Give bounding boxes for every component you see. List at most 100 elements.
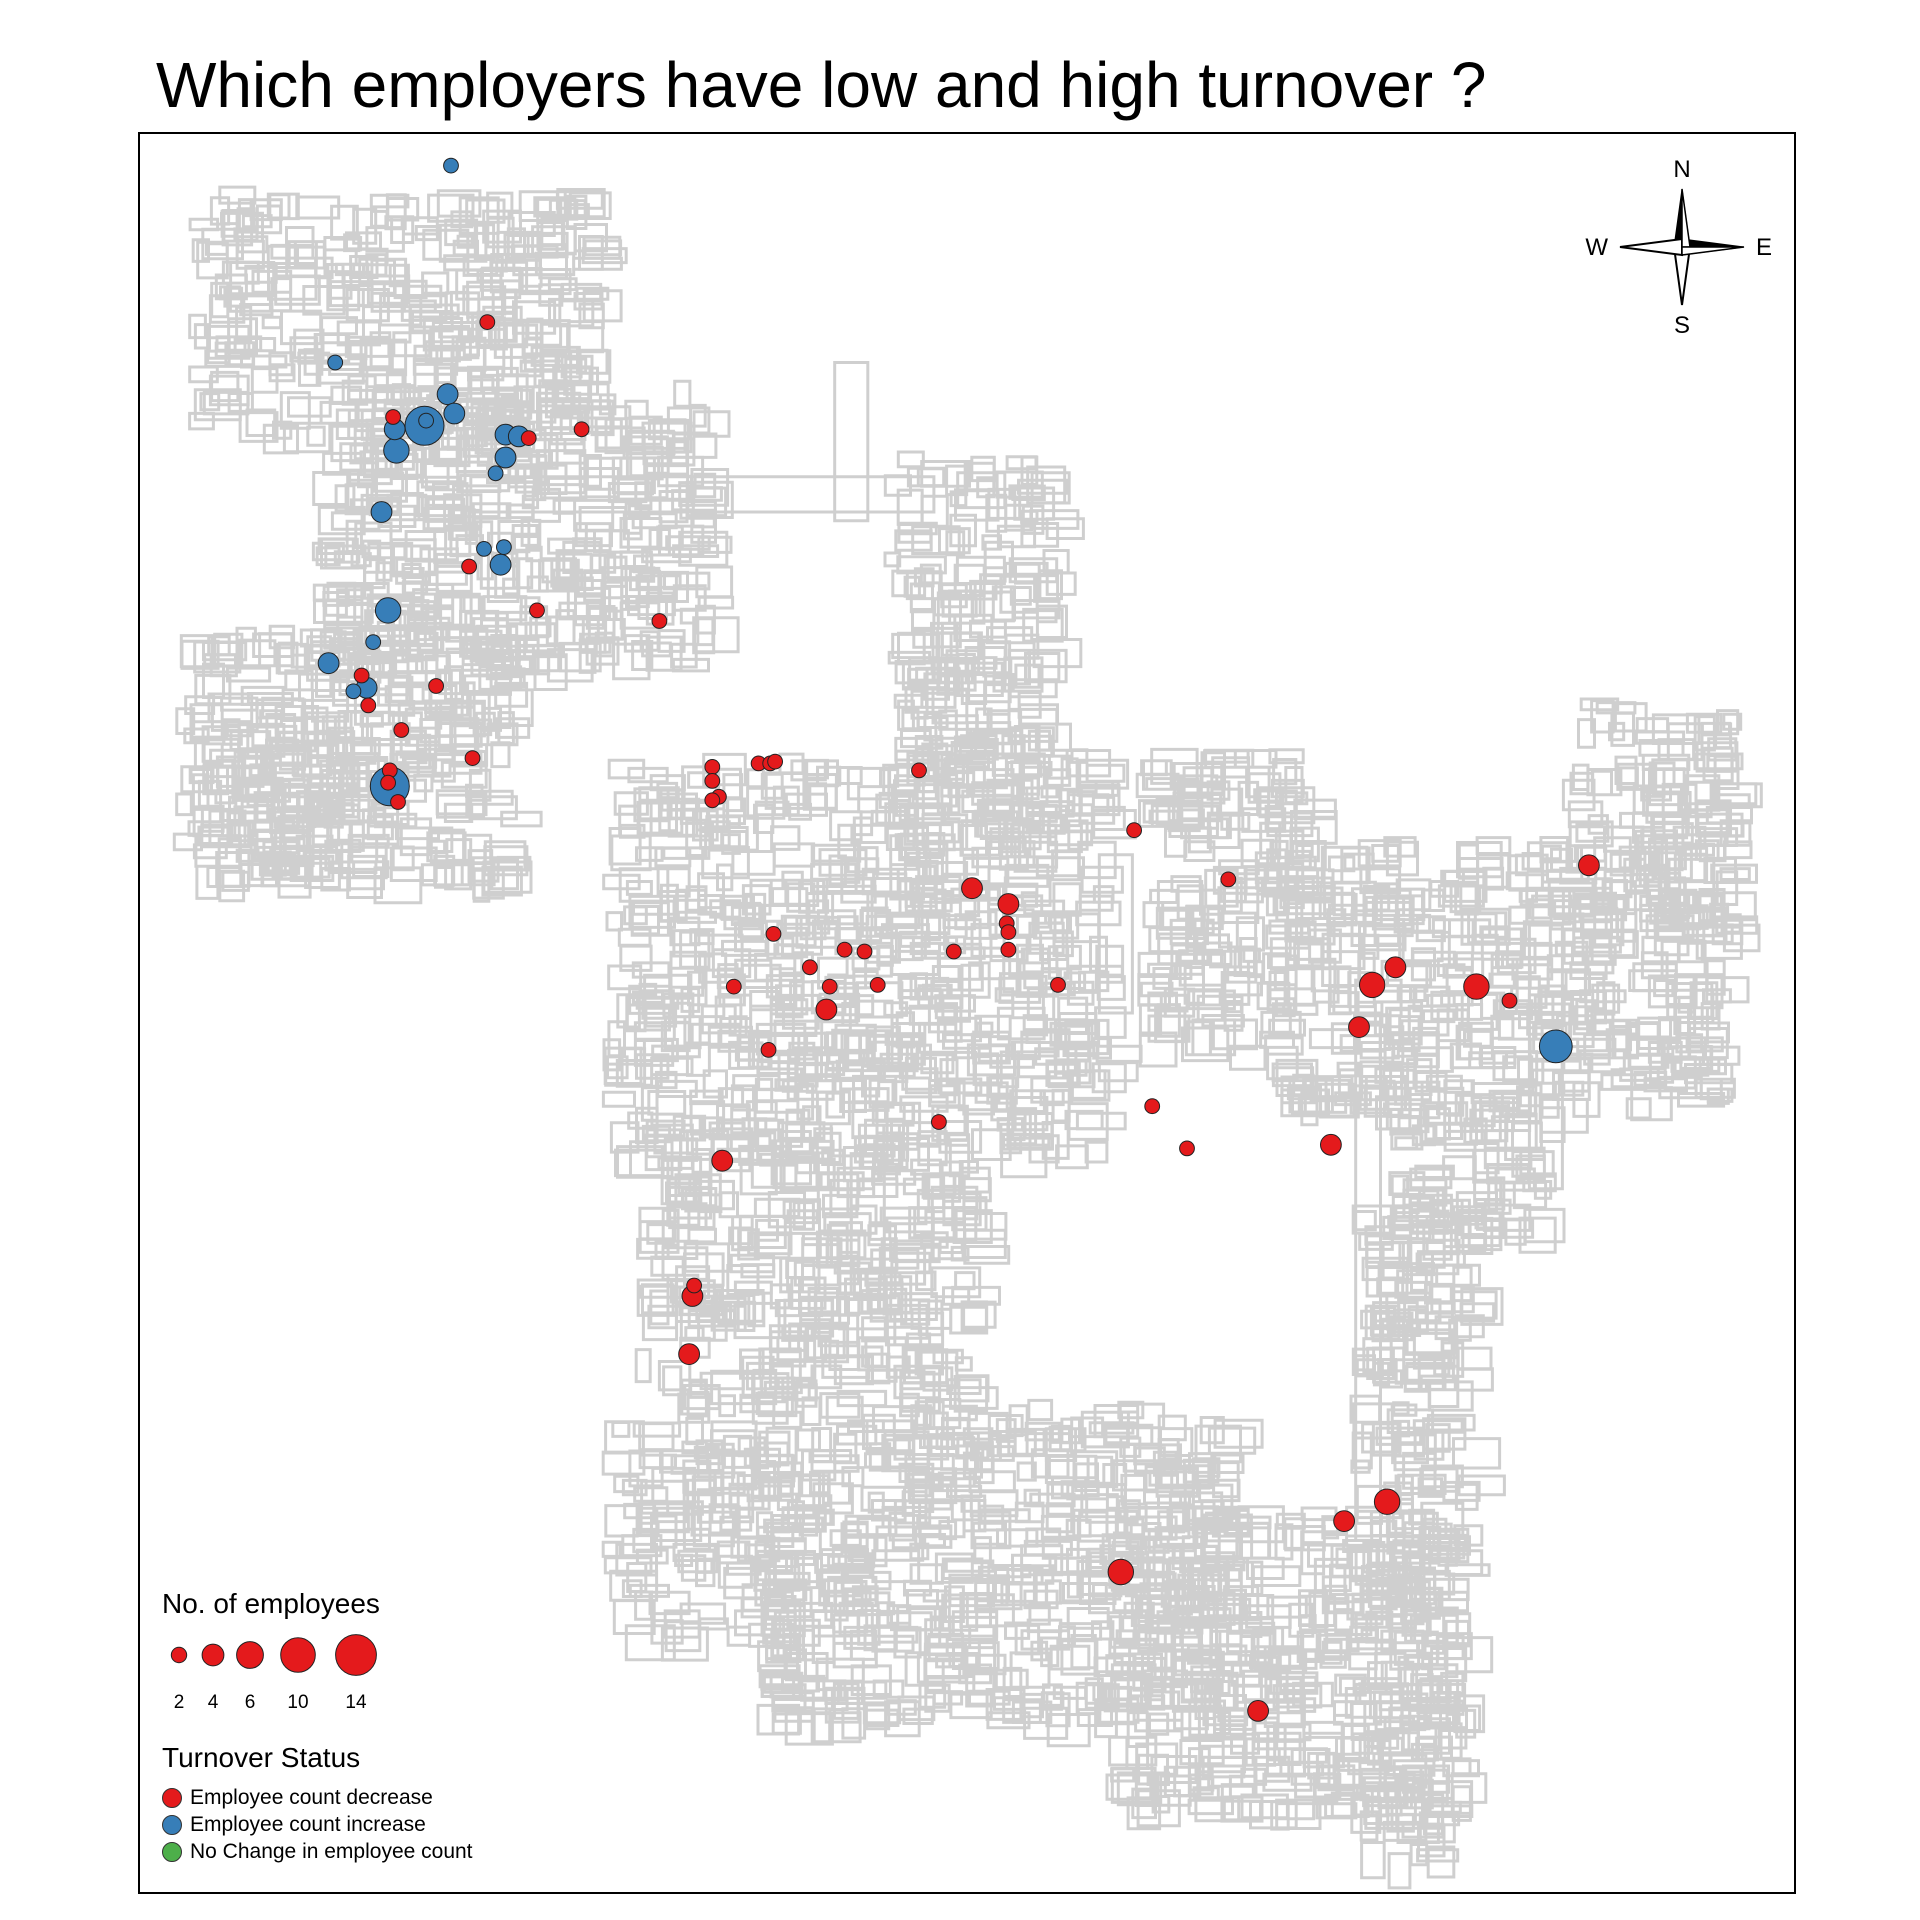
status-legend-title: Turnover Status <box>162 1742 361 1773</box>
employer-point-decrease <box>360 697 377 714</box>
employer-point-decrease <box>815 998 838 1021</box>
status-legend-increase: Employee count increase <box>162 1812 426 1838</box>
employer-point-decrease <box>945 943 962 960</box>
size-legend-label-14: 14 <box>345 1692 367 1713</box>
size-legend-circle-6 <box>236 1641 264 1669</box>
employer-point-decrease <box>1320 1133 1342 1156</box>
status-decrease-swatch <box>162 1788 182 1808</box>
employer-point-decrease <box>686 1277 702 1294</box>
employer-point-increase <box>418 412 435 429</box>
employer-point-increase <box>436 383 459 406</box>
road-network <box>172 185 1763 1890</box>
compass-ne-half <box>1681 188 1691 248</box>
employer-point-decrease <box>1384 956 1407 979</box>
employer-point-decrease <box>704 792 721 809</box>
employer-point-increase <box>487 465 504 482</box>
employer-point-increase <box>374 597 402 624</box>
size-legend-circles <box>170 1634 377 1676</box>
status-increase-swatch <box>162 1815 182 1835</box>
status-nochange-swatch <box>162 1842 182 1862</box>
employer-point-increase <box>489 553 512 576</box>
employer-point-decrease <box>1348 1016 1370 1038</box>
employer-point-decrease <box>479 314 496 331</box>
employer-point-decrease <box>704 759 721 775</box>
employer-point-decrease <box>1247 1700 1269 1722</box>
employer-point-decrease <box>353 667 370 684</box>
employer-point-decrease <box>997 893 1020 915</box>
size-legend-title: No. of employees <box>162 1588 380 1619</box>
compass-n-label: N <box>1673 156 1690 183</box>
size-legend-label-4: 4 <box>207 1692 219 1713</box>
size-legend-label-10: 10 <box>287 1692 309 1713</box>
employer-point-increase <box>476 541 492 557</box>
compass-e-label: E <box>1756 234 1772 261</box>
employer-point-decrease <box>678 1343 700 1365</box>
status-nochange-label: No Change in employee count <box>190 1840 473 1863</box>
compass-se-half <box>1681 246 1745 256</box>
employer-point-increase <box>1538 1029 1573 1064</box>
employer-point-decrease <box>856 943 873 960</box>
employer-point-decrease <box>520 430 537 447</box>
status-legend-nochange: No Change in employee count <box>162 1839 473 1865</box>
size-legend-circle-4 <box>201 1643 225 1667</box>
employer-point-decrease <box>1333 1510 1355 1532</box>
employer-points <box>317 157 1600 1722</box>
employer-point-decrease <box>1220 871 1237 888</box>
employer-point-decrease <box>802 959 818 976</box>
size-legend-label-2: 2 <box>173 1692 185 1713</box>
employer-point-increase <box>496 539 512 555</box>
employer-point-increase <box>370 501 393 523</box>
compass-west-arrow <box>1619 237 1683 257</box>
employer-point-decrease <box>464 750 481 766</box>
employer-point-decrease <box>428 678 445 694</box>
size-legend-label-6: 6 <box>244 1692 256 1713</box>
map-title: Which employers have low and high turnov… <box>156 49 1487 121</box>
size-legend-circle-10 <box>280 1637 316 1673</box>
employer-point-decrease <box>711 1149 734 1172</box>
employer-point-decrease <box>1000 941 1017 958</box>
employer-point-decrease <box>961 877 983 900</box>
employer-point-decrease <box>869 977 886 993</box>
compass-s-label: S <box>1674 312 1690 339</box>
employer-point-decrease <box>651 613 668 629</box>
status-increase-label: Employee count increase <box>190 1813 426 1836</box>
map-frame <box>138 132 1796 1894</box>
employer-point-increase <box>317 652 340 675</box>
employer-point-increase <box>327 354 344 371</box>
employer-point-decrease <box>1179 1140 1195 1157</box>
employer-point-decrease <box>765 926 782 942</box>
employer-point-decrease <box>1463 973 1490 1000</box>
size-legend-circle-14 <box>335 1634 377 1676</box>
size-legend-circle-2 <box>170 1646 188 1664</box>
employer-point-decrease <box>821 978 838 995</box>
employer-point-decrease <box>760 1042 777 1058</box>
employer-point-decrease <box>380 774 397 791</box>
employer-point-increase <box>365 634 382 650</box>
employer-point-decrease <box>911 762 927 779</box>
employer-point-decrease <box>393 722 410 738</box>
employer-point-increase <box>494 446 517 469</box>
employer-point-decrease <box>1000 924 1017 940</box>
employer-point-decrease <box>836 941 853 958</box>
employer-point-decrease <box>573 421 590 438</box>
employer-point-decrease <box>1126 822 1142 839</box>
employer-point-decrease <box>1107 1558 1135 1586</box>
employer-point-decrease <box>704 773 721 789</box>
employer-point-decrease <box>385 409 402 425</box>
status-decrease-label: Employee count decrease <box>190 1786 433 1809</box>
road-segments <box>172 185 1763 1890</box>
employer-point-decrease <box>1501 992 1518 1009</box>
employer-point-increase <box>443 157 459 174</box>
employer-point-increase <box>383 437 410 464</box>
employer-point-decrease <box>1050 977 1066 993</box>
employer-point-decrease <box>725 978 742 995</box>
employer-point-decrease <box>1359 971 1386 999</box>
employer-point-decrease <box>1373 1488 1401 1515</box>
compass-rose: N S E W <box>1585 156 1772 339</box>
employer-point-decrease <box>1578 854 1600 877</box>
employer-point-increase <box>443 402 466 425</box>
status-legend-decrease: Employee count decrease <box>162 1785 433 1811</box>
employer-point-decrease <box>390 794 406 810</box>
compass-w-label: W <box>1585 234 1608 261</box>
